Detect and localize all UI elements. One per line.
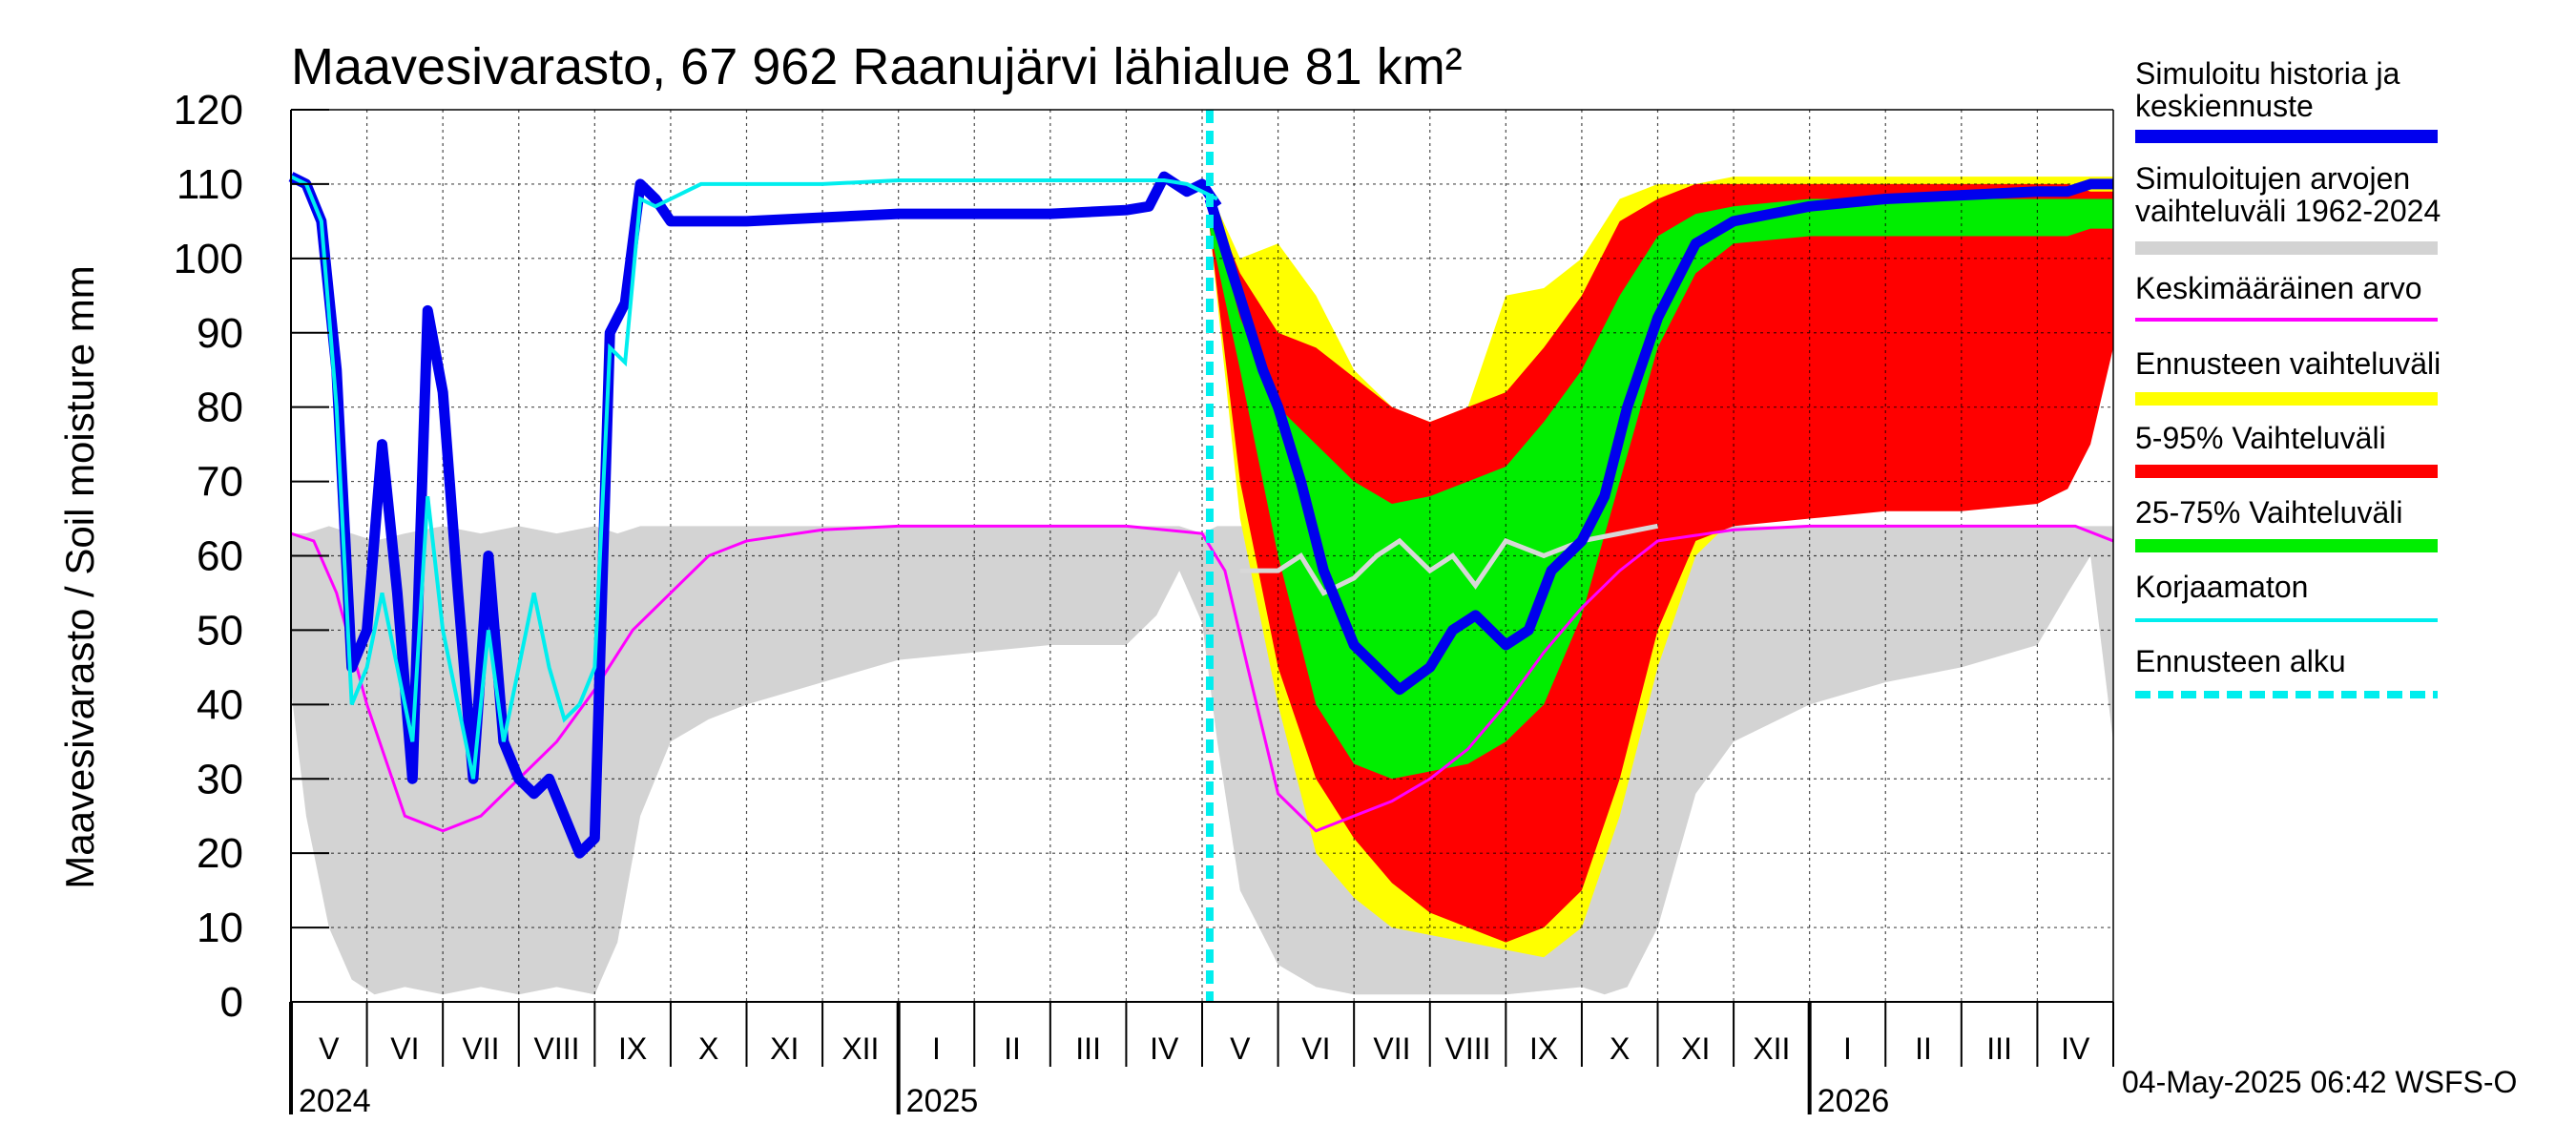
y-tick-label: 100 (174, 236, 243, 282)
y-tick-label: 110 (177, 161, 243, 208)
x-month-label: IX (1529, 1031, 1558, 1066)
x-month-label: II (1004, 1031, 1021, 1066)
legend-label-fc_start: Ennusteen alku (2135, 644, 2346, 678)
footer-timestamp: 04-May-2025 06:42 WSFS-O (2122, 1065, 2517, 1099)
x-month-label: X (698, 1031, 718, 1066)
x-month-label: VII (1373, 1031, 1410, 1066)
y-tick-label: 80 (197, 385, 243, 431)
x-month-label: III (1986, 1031, 2012, 1066)
x-month-label: XI (1681, 1031, 1710, 1066)
x-year-label: 2026 (1818, 1083, 1890, 1119)
plot-lines (288, 110, 2114, 1002)
y-tick-label: 10 (197, 905, 243, 951)
legend-label-uncorr: Korjaamaton (2135, 570, 2308, 604)
y-tick-label: 120 (174, 87, 243, 134)
x-month-label: X (1610, 1031, 1630, 1066)
y-tick-label: 40 (197, 681, 243, 728)
grid-lines (291, 110, 2113, 1002)
x-month-label: VIII (1445, 1031, 1491, 1066)
x-month-label: II (1915, 1031, 1932, 1066)
x-month-label: XII (1753, 1031, 1790, 1066)
x-month-label: VII (462, 1031, 499, 1066)
x-year-label: 2025 (906, 1083, 979, 1119)
x-month-label: I (932, 1031, 941, 1066)
y-tick-labels: 0 10 20 30 40 50 60 70 80 90 100 110 120 (174, 87, 243, 1026)
plot-bands (291, 177, 2113, 995)
mean-line (290, 524, 2114, 833)
y-axis-label: Maavesivarasto / Soil moisture mm (57, 265, 102, 889)
x-year-label: 2024 (299, 1083, 371, 1119)
x-month-label: XI (770, 1031, 799, 1066)
forecast-median-line (1204, 178, 2113, 696)
x-month-label: I (1843, 1031, 1852, 1066)
x-month-label: V (1230, 1031, 1251, 1066)
y-tick-label: 70 (197, 459, 243, 506)
legend-label-p25_75: 25-75% Vaihteluväli (2135, 495, 2402, 530)
x-month-label: III (1075, 1031, 1101, 1066)
axes (289, 109, 2114, 1114)
x-axis-month-labels: V VI VII VIII IX X XI XII I II III IV V VI VII VIII IX X X… (299, 1031, 2090, 1119)
y-tick-label: 50 (197, 607, 243, 654)
legend-label-p5_95: 5-95% Vaihteluväli (2135, 421, 2386, 455)
legend-label-hist: keskiennuste (2135, 89, 2314, 123)
uncorrected-line (290, 175, 1218, 780)
x-month-label: V (319, 1031, 340, 1066)
forecast-25-75-band (1209, 198, 2113, 780)
legend-label-mean: Keskimääräinen arvo (2135, 271, 2422, 305)
forecast-range-median-line (1239, 523, 1658, 596)
y-tick-label: 30 (197, 756, 243, 802)
y-tick-label: 20 (197, 830, 243, 877)
x-month-label: IV (1150, 1031, 1179, 1066)
x-month-label: VI (1301, 1031, 1330, 1066)
y-tick-label: 0 (220, 979, 243, 1026)
y-tick-label: 90 (197, 310, 243, 357)
x-month-label: VI (390, 1031, 419, 1066)
y-tick-label: 60 (197, 533, 243, 580)
chart-title: Maavesivarasto, 67 962 Raanujärvi lähial… (291, 38, 1463, 95)
x-month-label: IV (2061, 1031, 2090, 1066)
legend-label-hist: Simuloitu historia ja (2135, 56, 2400, 91)
x-month-label: XII (841, 1031, 879, 1066)
x-month-label: VIII (534, 1031, 580, 1066)
x-month-label: IX (618, 1031, 647, 1066)
legend-label-fc_range: Ennusteen vaihteluväli (2135, 346, 2441, 381)
legend-label-range: vaihteluväli 1962-2024 (2135, 194, 2441, 228)
simulated-history-line (288, 171, 1222, 859)
legend-label-range: Simuloitujen arvojen (2135, 161, 2410, 196)
